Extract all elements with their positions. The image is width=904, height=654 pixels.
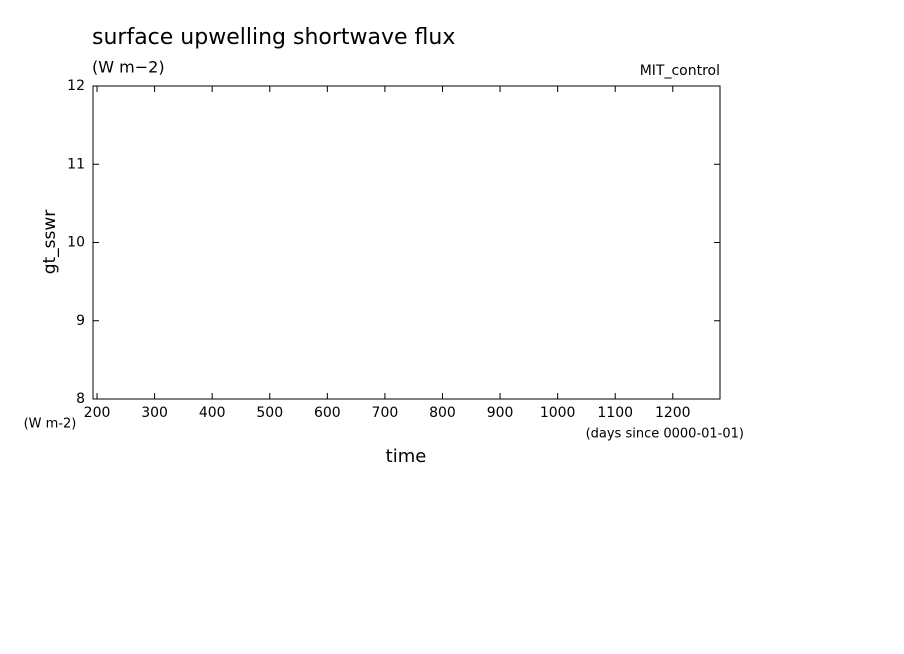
y-tick-label: 9 <box>76 313 85 329</box>
x-axis-units: (days since 0000-01-01) <box>586 427 744 442</box>
plot-frame <box>92 85 721 400</box>
x-tick-label: 200 <box>84 405 111 421</box>
x-tick-label: 800 <box>429 405 456 421</box>
y-tick-label: 11 <box>67 156 85 172</box>
y-tick-label: 8 <box>76 391 85 407</box>
x-tick-label: 900 <box>487 405 514 421</box>
x-tick-label: 600 <box>314 405 341 421</box>
x-axis-label: time <box>386 446 427 467</box>
chart-title: surface upwelling shortwave flux <box>92 25 455 50</box>
x-tick-label: 400 <box>199 405 226 421</box>
x-tick-label: 300 <box>141 405 168 421</box>
y-tick-label: 12 <box>67 78 85 94</box>
x-tick-label: 1100 <box>597 405 633 421</box>
chart-subtitle: (W m−2) <box>92 58 165 77</box>
x-tick-label: 700 <box>372 405 399 421</box>
y-axis-units: (W m-2) <box>24 417 77 432</box>
y-axis-label: gt_sswr <box>40 210 60 275</box>
x-tick-label: 1200 <box>655 405 691 421</box>
x-tick-label: 1000 <box>540 405 576 421</box>
annotation: MIT_control <box>640 63 720 79</box>
x-tick-label: 500 <box>256 405 283 421</box>
y-tick-label: 10 <box>67 235 85 251</box>
